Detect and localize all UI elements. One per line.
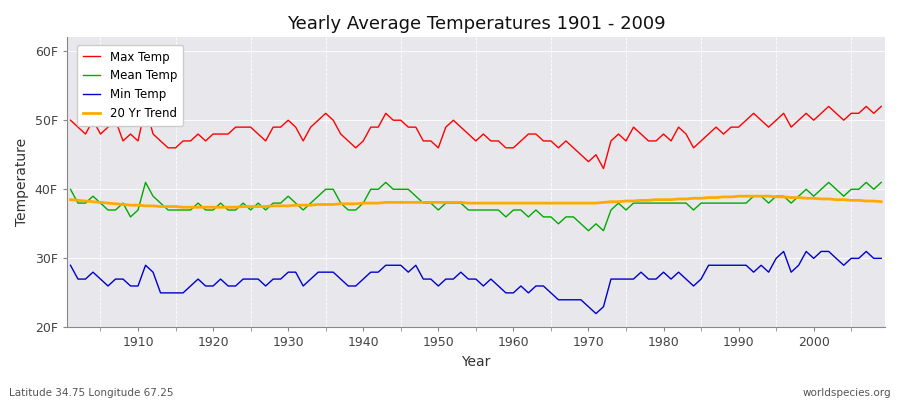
Line: Mean Temp: Mean Temp (70, 182, 881, 231)
Max Temp (876, 104, 886, 109)
20 Yr Trend (177, 205, 188, 210)
20 Yr Trend (606, 199, 616, 204)
Min Temp (778, 249, 789, 254)
20 Yr Trend (516, 201, 526, 206)
Min Temp (590, 311, 601, 316)
Line: Min Temp: Min Temp (70, 252, 881, 314)
Legend: Max Temp, Mean Temp, Min Temp, 20 Yr Trend: Max Temp, Mean Temp, Min Temp, 20 Yr Tre… (76, 45, 183, 126)
Mean Temp (343, 208, 354, 212)
Max Temp (343, 138, 354, 143)
X-axis label: Year: Year (461, 355, 491, 369)
Line: Max Temp: Max Temp (70, 106, 881, 168)
20 Yr Trend (508, 201, 518, 206)
Mean Temp (65, 187, 76, 192)
Min Temp (500, 290, 511, 295)
Max Temp (298, 138, 309, 143)
20 Yr Trend (298, 203, 309, 208)
Max Temp (613, 132, 624, 136)
Mean Temp (125, 214, 136, 219)
Min Temp (336, 277, 346, 282)
Max Temp (508, 146, 518, 150)
20 Yr Trend (876, 199, 886, 204)
Max Temp (516, 138, 526, 143)
Mean Temp (613, 201, 624, 206)
20 Yr Trend (343, 201, 354, 206)
Min Temp (508, 290, 518, 295)
Min Temp (65, 263, 76, 268)
20 Yr Trend (65, 197, 76, 202)
Min Temp (291, 270, 302, 274)
Mean Temp (298, 208, 309, 212)
Mean Temp (583, 228, 594, 233)
Mean Temp (876, 180, 886, 185)
Max Temp (65, 118, 76, 123)
Mean Temp (508, 208, 518, 212)
Min Temp (606, 277, 616, 282)
Max Temp (125, 132, 136, 136)
Mean Temp (140, 180, 151, 185)
Max Temp (598, 166, 609, 171)
20 Yr Trend (125, 203, 136, 208)
Min Temp (125, 284, 136, 288)
Line: 20 Yr Trend: 20 Yr Trend (70, 196, 881, 207)
Mean Temp (516, 208, 526, 212)
Title: Yearly Average Temperatures 1901 - 2009: Yearly Average Temperatures 1901 - 2009 (286, 15, 665, 33)
Text: worldspecies.org: worldspecies.org (803, 388, 891, 398)
20 Yr Trend (734, 194, 744, 198)
Max Temp (140, 104, 151, 109)
Y-axis label: Temperature: Temperature (15, 138, 29, 226)
Text: Latitude 34.75 Longitude 67.25: Latitude 34.75 Longitude 67.25 (9, 388, 174, 398)
Min Temp (876, 256, 886, 261)
